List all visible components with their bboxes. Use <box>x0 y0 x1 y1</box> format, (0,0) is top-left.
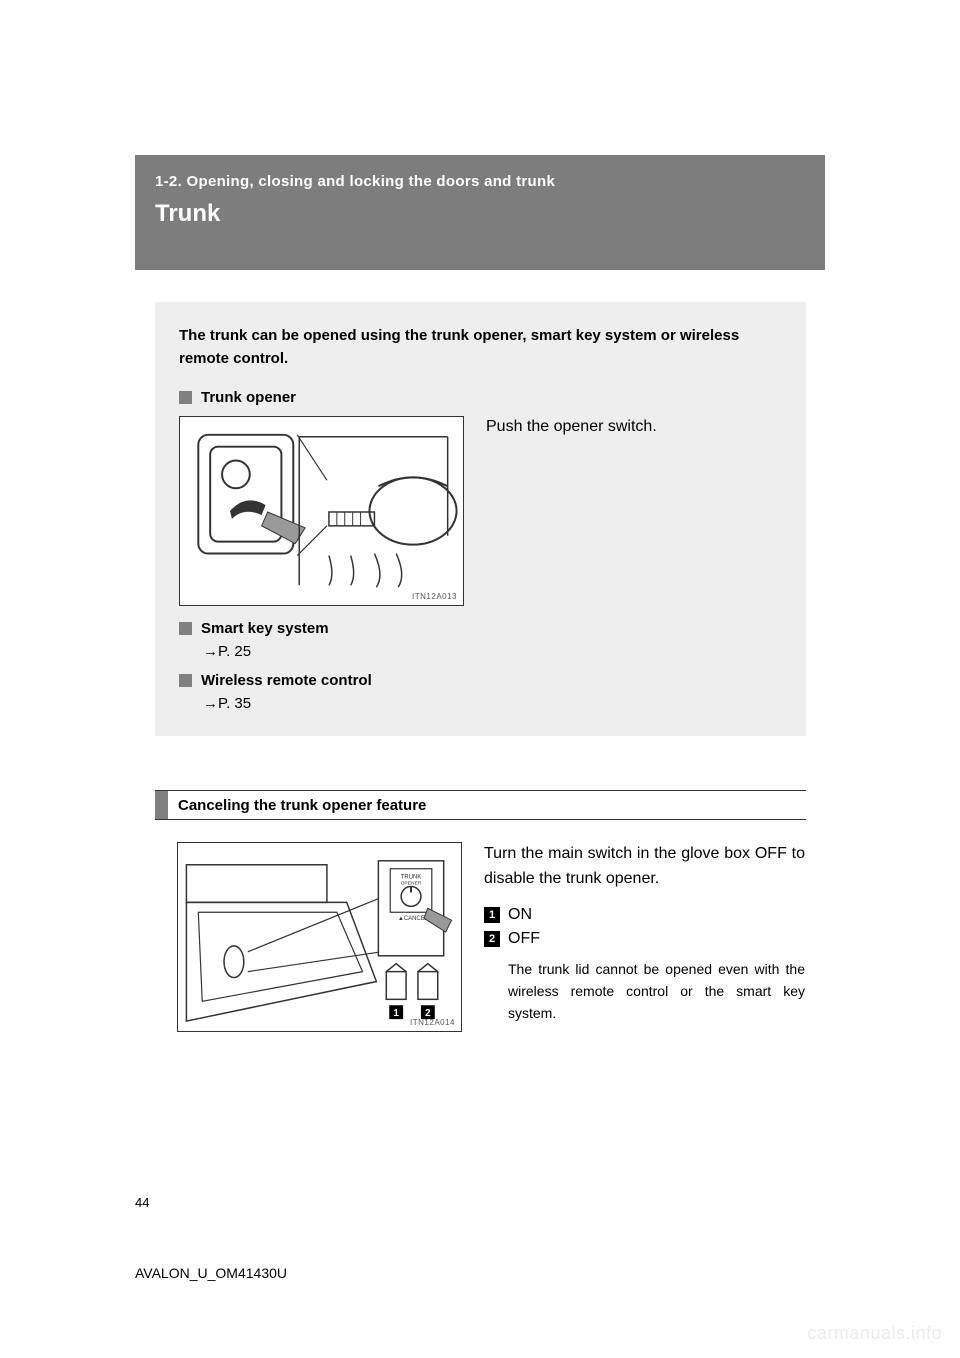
svg-text:1: 1 <box>393 1008 399 1019</box>
list-item-label: OFF <box>508 930 540 948</box>
page-number: 44 <box>135 1195 149 1210</box>
manual-page: 1-2. Opening, closing and locking the do… <box>0 0 960 1358</box>
bullet-label: Trunk opener <box>201 389 296 406</box>
list-item: 1 ON <box>484 906 805 924</box>
bullet-smart-key: Smart key system <box>179 620 782 637</box>
bullet-wireless-remote: Wireless remote control <box>179 672 782 689</box>
dashboard-svg <box>180 417 463 605</box>
smart-key-page-ref: →P. 25 <box>203 643 782 660</box>
subsection-bar: Canceling the trunk opener feature <box>155 790 806 820</box>
bullet-label: Smart key system <box>201 620 329 637</box>
section-header: 1-2. Opening, closing and locking the do… <box>135 155 825 270</box>
cancel-text-column: Turn the main switch in the glove box OF… <box>484 842 805 1025</box>
document-id: AVALON_U_OM41430U <box>135 1265 287 1281</box>
subsection-title: Canceling the trunk opener feature <box>178 797 426 814</box>
square-bullet-icon <box>179 391 192 404</box>
intro-lead-text: The trunk can be opened using the trunk … <box>179 324 782 371</box>
list-item-label: ON <box>508 906 532 924</box>
cancel-feature-row: TRUNK OPENER ▲CANCEL 1 2 ITN12A014 Turn … <box>177 842 805 1032</box>
section-tab-icon <box>155 791 168 819</box>
bullet-label: Wireless remote control <box>201 672 372 689</box>
header-kicker: 1-2. Opening, closing and locking the do… <box>155 173 805 190</box>
illustration-id: ITN12A014 <box>410 1018 455 1027</box>
watermark-text: carmanuals.info <box>807 1323 942 1344</box>
trunk-opener-illustration: ITN12A013 <box>179 416 464 606</box>
intro-panel: The trunk can be opened using the trunk … <box>155 302 806 736</box>
list-item: 2 OFF <box>484 930 805 948</box>
svg-text:TRUNK: TRUNK <box>401 875 421 881</box>
svg-text:OPENER: OPENER <box>401 881 422 887</box>
glovebox-svg: TRUNK OPENER ▲CANCEL 1 2 <box>178 843 461 1031</box>
trunk-opener-instruction: Push the opener switch. <box>486 416 657 436</box>
cancel-instruction: Turn the main switch in the glove box OF… <box>484 842 805 892</box>
wireless-remote-page-ref: →P. 35 <box>203 695 782 712</box>
square-bullet-icon <box>179 622 192 635</box>
cancel-note: The trunk lid cannot be opened even with… <box>508 958 805 1025</box>
number-box-icon: 2 <box>484 931 500 947</box>
number-box-icon: 1 <box>484 907 500 923</box>
square-bullet-icon <box>179 674 192 687</box>
glovebox-illustration: TRUNK OPENER ▲CANCEL 1 2 ITN12A014 <box>177 842 462 1032</box>
illustration-id: ITN12A013 <box>412 592 457 601</box>
bullet-trunk-opener: Trunk opener <box>179 389 782 406</box>
page-title: Trunk <box>155 200 805 228</box>
switch-position-list: 1 ON 2 OFF <box>484 906 805 948</box>
trunk-opener-row: ITN12A013 Push the opener switch. <box>179 416 782 606</box>
